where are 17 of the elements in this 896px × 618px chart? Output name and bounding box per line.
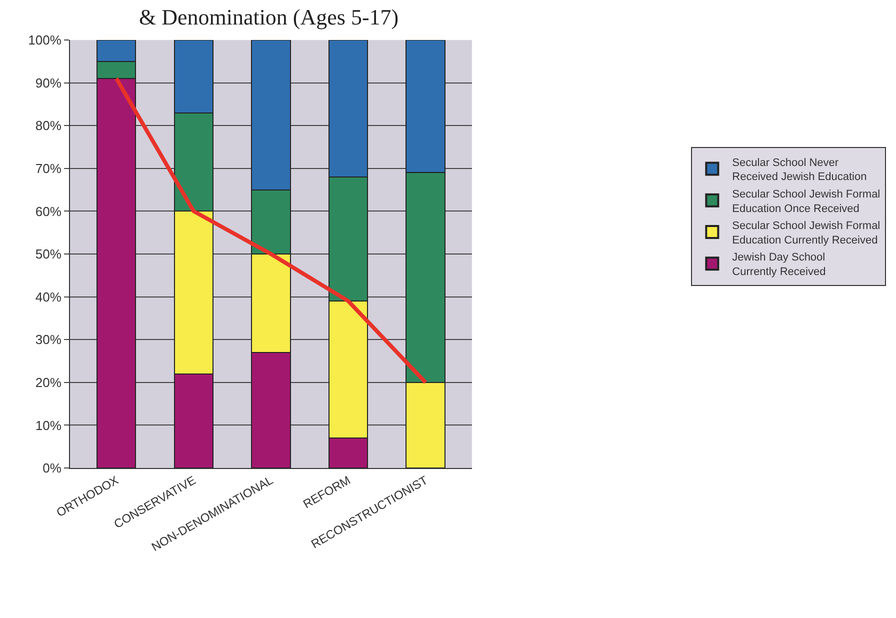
legend-label: Jewish Day School Currently Received xyxy=(732,252,826,278)
y-tick-label: 90% xyxy=(35,75,62,90)
line-series xyxy=(114,76,428,384)
y-tick-label: 60% xyxy=(35,204,62,219)
y-tick-label: 30% xyxy=(35,332,62,348)
legend-label: Secular School Jewish Formal Education Currently Received xyxy=(732,220,880,246)
y-tick-label: 100% xyxy=(28,32,62,48)
chart-title: & Denomination (Ages 5-17) xyxy=(138,4,399,30)
legend-label: Secular School Never Received Jewish Education xyxy=(732,156,867,184)
y-tick-label: 50% xyxy=(35,246,62,262)
y-tick-label: 20% xyxy=(35,374,62,390)
y-tick-label: 0% xyxy=(42,460,62,476)
y-tick-label: 40% xyxy=(35,289,62,304)
y-tick-label: 70% xyxy=(35,160,62,176)
y-tick-label: 80% xyxy=(35,118,62,134)
y-tick-label: 10% xyxy=(35,418,62,433)
legend-label: Secular School Jewish Formal Education Once Received xyxy=(732,188,880,215)
